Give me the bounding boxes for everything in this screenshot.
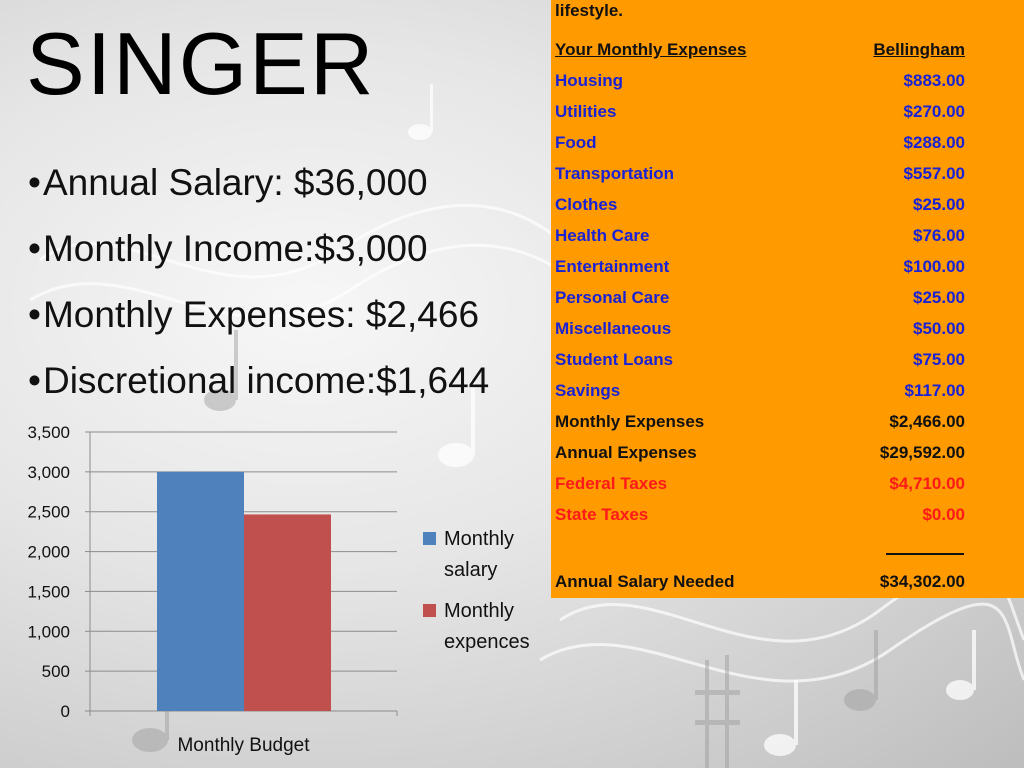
expense-value: $117.00 — [904, 381, 965, 400]
expense-label: Monthly Expenses — [555, 412, 705, 431]
expense-label: Annual Salary Needed — [555, 572, 735, 591]
table-caption: lifestyle. — [555, 0, 965, 23]
expense-row: Transportation $557.00 — [555, 162, 965, 186]
sum-divider-line — [886, 553, 964, 555]
expense-value: $25.00 — [913, 288, 965, 307]
legend-swatch — [423, 532, 436, 545]
expense-row: Federal Taxes $4,710.00 — [555, 472, 965, 496]
bullet-text: Monthly Expenses: $2,466 — [42, 294, 480, 335]
slide-title: SINGER — [26, 14, 376, 113]
expense-label: Annual Expenses — [555, 443, 697, 462]
expense-value: $50.00 — [913, 319, 965, 338]
legend-label: Monthly — [444, 528, 514, 550]
bullet-text: Annual Salary: $36,000 — [42, 162, 428, 203]
legend-label: expences — [444, 631, 530, 653]
expense-label: Personal Care — [555, 288, 670, 307]
expense-value: $4,710.00 — [889, 474, 965, 493]
expense-row: Personal Care $25.00 — [555, 286, 965, 310]
bullet-discretional-income: •Discretional income:$1,644 — [28, 360, 490, 401]
expense-label: State Taxes — [555, 505, 649, 524]
expense-label: Federal Taxes — [555, 474, 668, 493]
expense-value: $557.00 — [903, 164, 965, 183]
expense-value: $288.00 — [903, 133, 965, 152]
bullet-monthly-income: •Monthly Income:$3,000 — [28, 228, 428, 269]
expense-row: Food $288.00 — [555, 131, 965, 155]
expense-table-panel: lifestyle. Your Monthly Expenses Bellingha… — [551, 0, 1024, 598]
expense-label: Housing — [555, 71, 623, 90]
table-total-row: Annual Salary Needed $34,302.00 — [555, 570, 965, 594]
y-tick-label: 1,000 — [27, 622, 70, 641]
expense-row: Entertainment $100.00 — [555, 255, 965, 279]
expense-row: Monthly Expenses $2,466.00 — [555, 410, 965, 434]
x-category-label: Monthly Budget — [177, 735, 310, 756]
expense-row: Health Care $76.00 — [555, 224, 965, 248]
expense-row: Utilities $270.00 — [555, 100, 965, 124]
y-tick-label: 3,500 — [27, 423, 70, 442]
y-tick-label: 2,500 — [27, 503, 70, 522]
budget-bar-chart: 0 500 1,000 1,500 2,000 2,500 3,000 3,500 Monthl… — [27, 423, 530, 756]
expense-value: $75.00 — [913, 350, 965, 369]
expense-value: $2,466.00 — [889, 412, 965, 431]
expense-label: Transportation — [555, 164, 675, 183]
expense-row: Housing $883.00 — [555, 69, 965, 93]
y-tick-label: 500 — [42, 662, 70, 681]
expense-label: Entertainment — [555, 257, 670, 276]
expense-value: $34,302.00 — [879, 572, 965, 591]
y-tick-label: 0 — [61, 702, 70, 721]
expense-label: lifestyle. — [555, 1, 624, 20]
bar-monthly-salary — [157, 471, 244, 711]
expense-label: Savings — [555, 381, 621, 400]
y-tick-label: 3,000 — [27, 463, 70, 482]
expense-label: Food — [555, 133, 597, 152]
y-tick-label: 1,500 — [27, 582, 70, 601]
bullet-monthly-expenses: •Monthly Expenses: $2,466 — [28, 294, 480, 335]
bullet-annual-salary: •Annual Salary: $36,000 — [28, 162, 428, 203]
expense-label: Health Care — [555, 226, 650, 245]
bullet-list: •Annual Salary: $36,000 •Monthly Income:… — [28, 150, 489, 414]
expense-label: Student Loans — [555, 350, 674, 369]
expense-value: $29,592.00 — [879, 443, 965, 462]
bar-monthly-expences — [244, 514, 331, 711]
expense-value: $883.00 — [903, 71, 965, 90]
expense-row: Savings $117.00 — [555, 379, 965, 403]
expense-row: State Taxes $0.00 — [555, 503, 965, 527]
bullet-text: Monthly Income:$3,000 — [42, 228, 428, 269]
expense-value: $100.00 — [903, 257, 965, 276]
table-header-row: Your Monthly Expenses Bellingham — [555, 38, 965, 62]
bullet-text: Discretional income:$1,644 — [42, 360, 490, 401]
expense-value: $0.00 — [922, 505, 965, 524]
legend-label: salary — [444, 559, 497, 581]
expense-label: Clothes — [555, 195, 618, 214]
expense-value: Bellingham — [873, 40, 965, 59]
expense-row: Student Loans $75.00 — [555, 348, 965, 372]
expense-row: Clothes $25.00 — [555, 193, 965, 217]
legend-swatch — [423, 604, 436, 617]
expense-value: $25.00 — [913, 195, 965, 214]
expense-value: $270.00 — [903, 102, 965, 121]
y-tick-label: 2,000 — [27, 543, 70, 562]
legend-label: Monthly — [444, 600, 514, 622]
expense-label: Miscellaneous — [555, 319, 672, 338]
expense-row: Miscellaneous $50.00 — [555, 317, 965, 341]
expense-label: Utilities — [555, 102, 617, 121]
expense-value: $76.00 — [913, 226, 965, 245]
expense-row: Annual Expenses $29,592.00 — [555, 441, 965, 465]
expense-label: Your Monthly Expenses — [555, 40, 747, 59]
